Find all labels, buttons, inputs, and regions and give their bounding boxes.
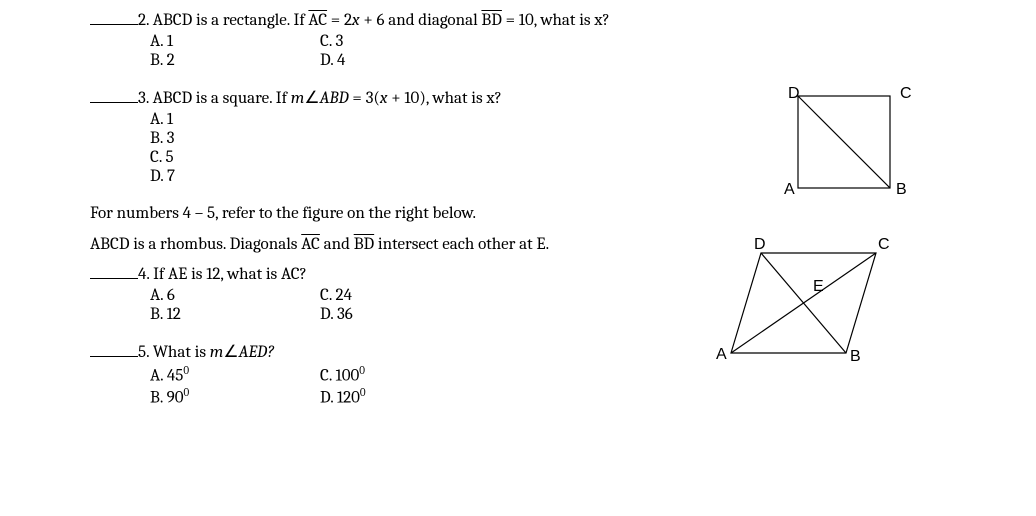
option-d: D. 7 xyxy=(150,167,320,186)
answer-blank[interactable] xyxy=(90,10,138,25)
options: A. 1 C. 3 B. 2 D. 4 xyxy=(150,32,946,70)
figure-square: D C A B xyxy=(776,84,926,209)
var-m: m xyxy=(210,343,224,362)
option-c: C. 5 xyxy=(150,148,320,167)
question-3: 3. ABCD is a square. If m∠ABD = 3(x + 10… xyxy=(90,88,946,186)
segment-bd: BD xyxy=(481,11,501,30)
label-a: A xyxy=(784,181,795,198)
question-text: 3. ABCD is a square. If m∠ABD = 3(x + 10… xyxy=(138,89,502,108)
angle-symbol: ∠ xyxy=(223,343,238,362)
text: = 3( xyxy=(349,89,380,108)
option-b: B. 12 xyxy=(150,305,320,324)
angle-symbol: ∠ xyxy=(304,89,319,108)
option-a: A. 450 xyxy=(150,364,320,386)
option-a: A. 6 xyxy=(150,286,320,305)
label-d: D xyxy=(788,85,800,102)
q-number: 3. xyxy=(138,89,149,108)
option-c: C. 3 xyxy=(320,32,490,51)
q-number: 5. xyxy=(138,343,149,362)
option-b: B. 900 xyxy=(150,386,320,408)
var-x: x xyxy=(352,11,360,30)
option-d: D. 1200 xyxy=(320,386,490,408)
option-b: B. 2 xyxy=(150,51,320,70)
q-number: 4. xyxy=(138,265,149,284)
text: + 6 and diagonal xyxy=(360,11,482,30)
text: ABCD is a rhombus. Diagonals xyxy=(90,235,301,254)
var-m: m xyxy=(291,89,305,108)
text: + 10), what is x? xyxy=(388,89,502,108)
text: intersect each other at E. xyxy=(374,235,549,254)
question-text: 2. ABCD is a rectangle. If AC = 2x + 6 a… xyxy=(138,11,610,30)
text: = 2 xyxy=(327,11,352,30)
answer-blank[interactable] xyxy=(90,264,138,279)
option-d: D. 36 xyxy=(320,305,490,324)
question-2: 2. ABCD is a rectangle. If AC = 2x + 6 a… xyxy=(90,10,946,70)
question-4: 4. If AE is 12, what is AC? A. 6 C. 24 B… xyxy=(90,264,946,324)
option-d: D. 4 xyxy=(320,51,490,70)
answer-blank[interactable] xyxy=(90,342,138,357)
text: ABCD is a rectangle. If xyxy=(153,11,309,30)
options: A. 6 C. 24 B. 12 D. 36 xyxy=(150,286,946,324)
text: What is xyxy=(149,343,210,362)
option-c: C. 1000 xyxy=(320,364,490,386)
option-a: A. 1 xyxy=(150,32,320,51)
options: A. 450 C. 1000 B. 900 D. 1200 xyxy=(150,364,946,407)
square-svg: D C A B xyxy=(776,84,926,204)
text: = 10, what is x? xyxy=(502,11,610,30)
text: ABCD is a square. If xyxy=(153,89,291,108)
answer-blank[interactable] xyxy=(90,88,138,103)
rhombus-section: ABCD is a rhombus. Diagonals AC and BD i… xyxy=(90,235,946,407)
option-a: A. 1 xyxy=(150,110,320,129)
option-c: C. 24 xyxy=(320,286,490,305)
angle-name: ABD xyxy=(320,89,349,108)
option-b: B. 3 xyxy=(150,129,320,148)
question-5: 5. What is m∠AED? A. 450 C. 1000 B. 900 … xyxy=(90,342,946,407)
label-c: C xyxy=(878,236,890,253)
q-number: 2. xyxy=(138,11,149,30)
segment-ac: AC xyxy=(308,11,327,30)
segment-bd: BD xyxy=(354,235,374,254)
angle-name: AED? xyxy=(239,343,275,362)
question-text: If AE is 12, what is AC? xyxy=(149,265,306,284)
text: and xyxy=(320,235,354,254)
label-d: D xyxy=(754,236,766,253)
label-b: B xyxy=(896,181,907,198)
var-x: x xyxy=(380,89,388,108)
label-c: C xyxy=(900,85,912,102)
segment-ac: AC xyxy=(301,235,320,254)
